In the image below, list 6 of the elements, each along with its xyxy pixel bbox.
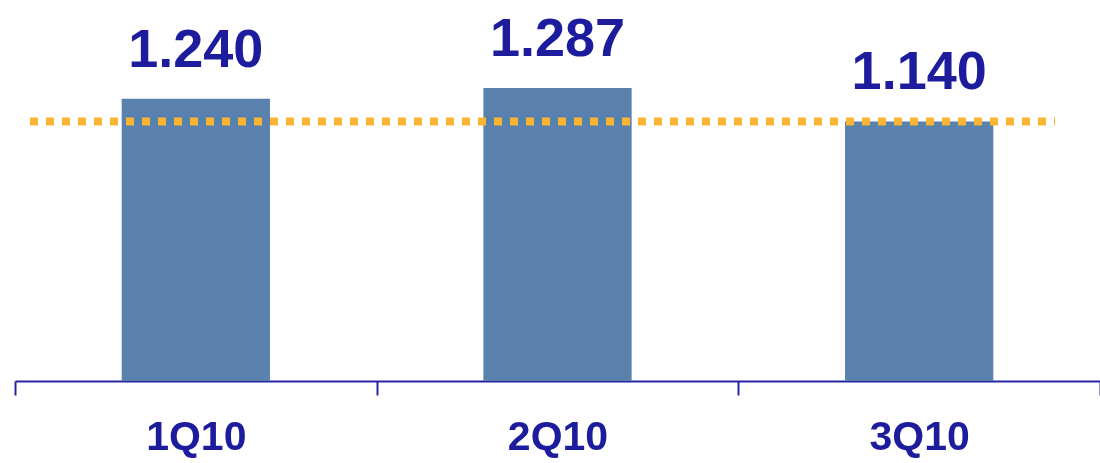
data-label: 1.287 xyxy=(489,6,626,67)
data-label: 1.240 xyxy=(128,17,264,78)
data-label: 1.140 xyxy=(851,40,987,101)
x-tick-label: 2Q10 xyxy=(507,412,609,459)
x-tick-label: 3Q10 xyxy=(869,412,970,459)
x-tick-label: 1Q10 xyxy=(146,412,247,459)
